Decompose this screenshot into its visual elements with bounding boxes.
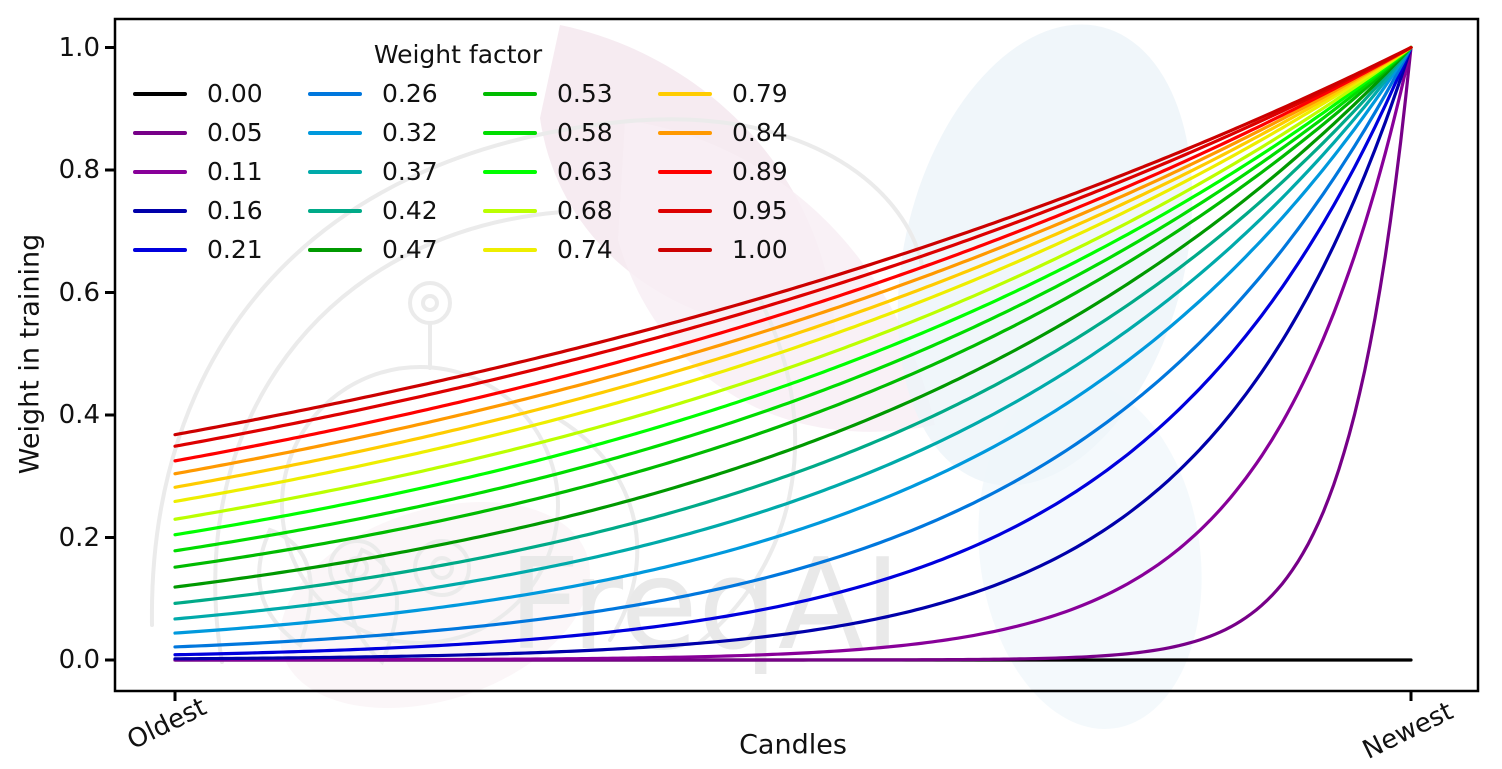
legend-label: 1.00 bbox=[732, 235, 788, 264]
legend-item: 0.16 bbox=[133, 191, 308, 230]
legend-item: 0.58 bbox=[483, 113, 658, 152]
curve-weight-factor-0.79 bbox=[173, 45, 1413, 489]
legend-label: 0.05 bbox=[207, 118, 263, 147]
legend-item: 0.84 bbox=[658, 113, 833, 152]
legend-label: 0.32 bbox=[382, 118, 438, 147]
legend-line-swatch bbox=[658, 169, 712, 174]
legend-line-swatch bbox=[308, 169, 362, 174]
legend-line-swatch bbox=[308, 130, 362, 135]
legend-label: 0.26 bbox=[382, 79, 438, 108]
curve-weight-factor-0.84 bbox=[173, 45, 1413, 476]
curve-weight-factor-0.16 bbox=[173, 45, 1413, 661]
legend-label: 0.00 bbox=[207, 79, 263, 108]
legend-label: 0.42 bbox=[382, 196, 438, 225]
legend-item: 0.79 bbox=[658, 74, 833, 113]
legend-label: 0.11 bbox=[207, 157, 263, 186]
curve-weight-factor-0.74 bbox=[173, 45, 1413, 504]
legend-label: 0.53 bbox=[557, 79, 613, 108]
curve-weight-factor-0.26 bbox=[173, 45, 1413, 649]
legend-item: 0.74 bbox=[483, 230, 658, 269]
legend-label: 0.89 bbox=[732, 157, 788, 186]
legend-title: Weight factor bbox=[373, 40, 543, 69]
legend-label: 0.47 bbox=[382, 235, 438, 264]
plot-frame bbox=[113, 17, 1480, 693]
legend-item: 0.53 bbox=[483, 74, 658, 113]
legend-label: 0.74 bbox=[557, 235, 613, 264]
y-tick-label: 0.4 bbox=[58, 400, 100, 430]
legend-item: 0.05 bbox=[133, 113, 308, 152]
legend-line-swatch bbox=[658, 247, 712, 252]
legend-line-swatch bbox=[483, 247, 537, 252]
curve-weight-factor-0.63 bbox=[173, 45, 1413, 537]
legend-item: 0.47 bbox=[308, 230, 483, 269]
legend-label: 0.79 bbox=[732, 79, 788, 108]
legend-item: 0.42 bbox=[308, 191, 483, 230]
legend-label: 0.84 bbox=[732, 118, 788, 147]
tick-marks bbox=[105, 46, 1413, 701]
legend-label: 0.63 bbox=[557, 157, 613, 186]
legend-item: 0.26 bbox=[308, 74, 483, 113]
legend-item: 0.00 bbox=[133, 74, 308, 113]
legend-item: 0.68 bbox=[483, 191, 658, 230]
y-axis-title: Weight in training bbox=[14, 233, 46, 475]
legend-item: 0.63 bbox=[483, 152, 658, 191]
legend-item: 0.95 bbox=[658, 191, 833, 230]
curve-weight-factor-0.32 bbox=[173, 45, 1413, 635]
y-tick-label: 0.0 bbox=[58, 645, 100, 675]
legend-label: 0.58 bbox=[557, 118, 613, 147]
legend-label: 0.68 bbox=[557, 196, 613, 225]
x-axis-title: Candles bbox=[739, 729, 847, 761]
legend-line-swatch bbox=[483, 91, 537, 96]
legend-label: 0.37 bbox=[382, 157, 438, 186]
y-tick-label: 1.0 bbox=[58, 32, 100, 63]
y-tick-label: 0.6 bbox=[58, 277, 100, 308]
curve-weight-factor-0.37 bbox=[173, 45, 1413, 621]
watermark-robot-lineart bbox=[149, 117, 924, 666]
legend-label: 0.95 bbox=[732, 196, 788, 225]
curve-weight-factor-0.89 bbox=[173, 45, 1413, 463]
curve-weight-factor-0.95 bbox=[173, 45, 1413, 448]
legend-label: 0.16 bbox=[207, 196, 263, 225]
curve-weight-factor-0.58 bbox=[173, 45, 1413, 553]
legend-line-swatch bbox=[483, 208, 537, 213]
legend-line-swatch bbox=[658, 130, 712, 135]
curve-weight-factor-0.53 bbox=[173, 45, 1413, 569]
legend-line-swatch bbox=[308, 208, 362, 213]
legend-line-swatch bbox=[658, 208, 712, 213]
curve-weight-factor-0.68 bbox=[173, 45, 1413, 521]
curve-weight-factor-1.00 bbox=[173, 45, 1413, 437]
legend-line-swatch bbox=[133, 169, 187, 174]
legend-item: 0.37 bbox=[308, 152, 483, 191]
legend-item: 0.89 bbox=[658, 152, 833, 191]
curve-weight-factor-0.21 bbox=[173, 45, 1413, 657]
watermark-color-shapes bbox=[280, 24, 1202, 729]
legend-grid: 0.00 0.05 0.11 0.16 0.21 0.26 0.32 0.37 0.42 0.47… bbox=[133, 74, 833, 269]
legend-line-swatch bbox=[133, 130, 187, 135]
legend-line-swatch bbox=[658, 91, 712, 96]
curve-weight-factor-0.47 bbox=[173, 45, 1413, 589]
legend-item: 0.11 bbox=[133, 152, 308, 191]
watermark-text: FreqAI bbox=[508, 531, 901, 678]
legend: Weight factor 0.00 0.05 0.11 0.16 0.21 0.26 0.… bbox=[133, 40, 833, 269]
legend-line-swatch bbox=[483, 130, 537, 135]
legend-line-swatch bbox=[308, 91, 362, 96]
legend-item: 0.32 bbox=[308, 113, 483, 152]
legend-item: 0.21 bbox=[133, 230, 308, 269]
legend-line-swatch bbox=[133, 91, 187, 96]
legend-line-swatch bbox=[308, 247, 362, 252]
curves bbox=[173, 45, 1413, 662]
legend-line-swatch bbox=[133, 208, 187, 213]
legend-item: 1.00 bbox=[658, 230, 833, 269]
y-tick-label: 0.2 bbox=[58, 522, 100, 553]
legend-line-swatch bbox=[133, 247, 187, 252]
legend-label: 0.21 bbox=[207, 235, 263, 264]
legend-line-swatch bbox=[483, 169, 537, 174]
curve-weight-factor-0.11 bbox=[173, 45, 1413, 662]
y-tick-label: 0.8 bbox=[58, 155, 100, 185]
curve-weight-factor-0.42 bbox=[173, 45, 1413, 605]
